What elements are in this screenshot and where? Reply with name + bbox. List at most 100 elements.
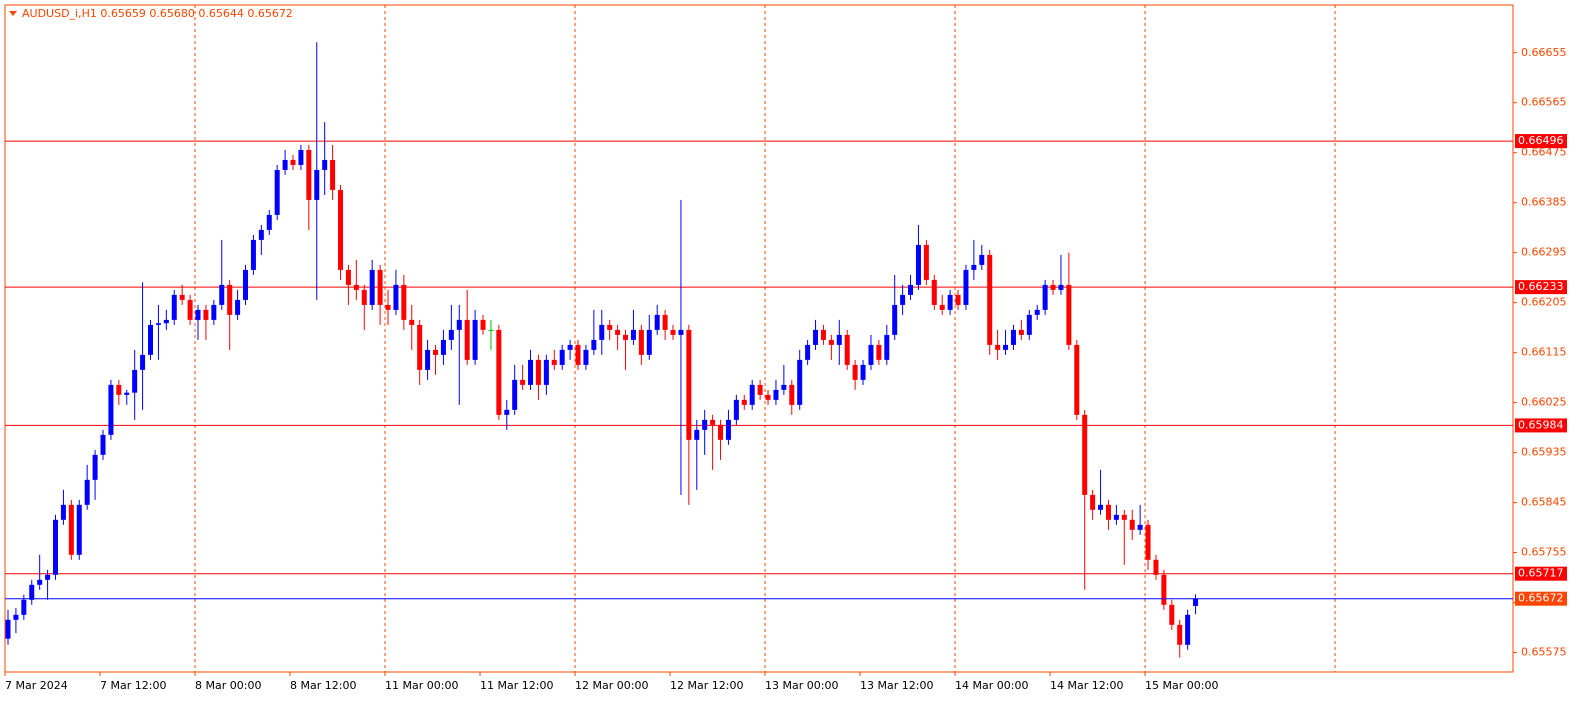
candle-body bbox=[322, 159, 328, 170]
candle-body bbox=[385, 304, 391, 310]
candle-body bbox=[5, 619, 11, 639]
candle-body bbox=[995, 344, 1001, 350]
candle-body bbox=[417, 324, 423, 370]
candle-body bbox=[45, 574, 51, 580]
candle-body bbox=[694, 429, 700, 440]
candle-body bbox=[876, 344, 882, 360]
candle-body bbox=[868, 344, 874, 365]
candle-body bbox=[1058, 284, 1064, 290]
candle-body bbox=[749, 384, 755, 405]
candle-body bbox=[741, 399, 747, 405]
candle-body bbox=[852, 364, 858, 380]
candle-body bbox=[401, 284, 407, 320]
candle-body bbox=[456, 319, 462, 330]
candle-body bbox=[92, 454, 98, 480]
x-tick-label: 11 Mar 00:00 bbox=[385, 679, 458, 692]
candle-body bbox=[931, 279, 937, 305]
candle-body bbox=[702, 419, 708, 430]
candle-body bbox=[195, 309, 201, 320]
candle-body bbox=[179, 294, 185, 300]
candle-body bbox=[1003, 344, 1009, 350]
candle-body bbox=[797, 359, 803, 405]
level-label: 0.65984 bbox=[1518, 418, 1564, 431]
candle-body bbox=[599, 324, 605, 340]
candle-body bbox=[1026, 314, 1032, 335]
x-tick-label: 8 Mar 00:00 bbox=[195, 679, 261, 692]
candle-body bbox=[338, 189, 344, 270]
candle-body bbox=[409, 319, 415, 325]
candle-body bbox=[646, 329, 652, 355]
candle-body bbox=[979, 254, 985, 265]
last-price-box bbox=[1515, 591, 1567, 606]
candle-body bbox=[781, 384, 787, 390]
candle-body bbox=[37, 579, 43, 585]
y-tick-label: 0.66565 bbox=[1521, 96, 1567, 109]
candle-body bbox=[844, 334, 850, 365]
candle-body bbox=[591, 339, 597, 350]
candle-body bbox=[258, 229, 264, 240]
candle-body bbox=[520, 379, 526, 385]
candle-body bbox=[464, 319, 470, 360]
candle-body bbox=[124, 392, 130, 395]
candle-body bbox=[488, 329, 494, 331]
candle-body bbox=[314, 169, 320, 200]
candle-body bbox=[923, 244, 929, 280]
level-label-box bbox=[1515, 566, 1567, 581]
candle-body bbox=[860, 364, 866, 380]
chart-title: AUDUSD_i,H1 0.65659 0.65680 0.65644 0.65… bbox=[22, 7, 293, 20]
candle-body bbox=[100, 434, 106, 455]
candle-body bbox=[1121, 514, 1127, 520]
candle-body bbox=[638, 329, 644, 355]
candle-body bbox=[528, 359, 534, 385]
x-tick-label: 12 Mar 00:00 bbox=[575, 679, 648, 692]
candle-body bbox=[116, 384, 122, 395]
y-tick-label: 0.66205 bbox=[1521, 296, 1567, 309]
candle-body bbox=[140, 354, 146, 370]
y-tick-label: 0.66115 bbox=[1521, 346, 1567, 359]
candle-body bbox=[686, 329, 692, 440]
candle-body bbox=[805, 344, 811, 360]
y-tick-label: 0.66655 bbox=[1521, 46, 1567, 59]
candle-body bbox=[1074, 344, 1080, 415]
candle-body bbox=[987, 254, 993, 345]
candle-body bbox=[472, 319, 478, 360]
candle-body bbox=[369, 269, 375, 305]
candle-body bbox=[813, 329, 819, 345]
candle-body bbox=[559, 349, 565, 365]
candle-body bbox=[243, 269, 249, 300]
x-tick-label: 13 Mar 00:00 bbox=[765, 679, 838, 692]
candle-body bbox=[68, 504, 74, 555]
y-tick-label: 0.66475 bbox=[1521, 146, 1567, 159]
candle-body bbox=[108, 384, 114, 435]
candle-body bbox=[235, 299, 241, 315]
candle-body bbox=[163, 319, 169, 324]
candle-body bbox=[630, 329, 636, 340]
candle-body bbox=[836, 334, 842, 345]
candle-body bbox=[21, 599, 27, 615]
candle-body bbox=[915, 244, 921, 285]
level-label: 0.66233 bbox=[1518, 280, 1564, 293]
candle-body bbox=[733, 399, 739, 420]
candle-body bbox=[433, 349, 439, 355]
candle-body bbox=[607, 324, 613, 330]
candle-body bbox=[963, 269, 969, 305]
x-tick-label: 7 Mar 2024 bbox=[5, 679, 68, 692]
title-arrow bbox=[9, 11, 17, 16]
candle-body bbox=[53, 519, 59, 575]
candle-body bbox=[820, 329, 826, 340]
candle-body bbox=[1010, 329, 1016, 345]
candle-body bbox=[290, 159, 296, 165]
candle-body bbox=[171, 294, 177, 320]
candle-body bbox=[227, 284, 233, 315]
candle-body bbox=[250, 239, 256, 270]
candle-body bbox=[393, 284, 399, 310]
candle-body bbox=[1185, 614, 1191, 645]
level-label-box bbox=[1515, 134, 1567, 149]
y-tick-label: 0.65845 bbox=[1521, 496, 1567, 509]
candle-body bbox=[551, 359, 557, 365]
candle-body bbox=[306, 149, 312, 200]
candle-body bbox=[710, 419, 716, 425]
candle-body bbox=[60, 504, 66, 520]
level-label: 0.66496 bbox=[1518, 134, 1564, 147]
candle-body bbox=[1066, 284, 1072, 345]
